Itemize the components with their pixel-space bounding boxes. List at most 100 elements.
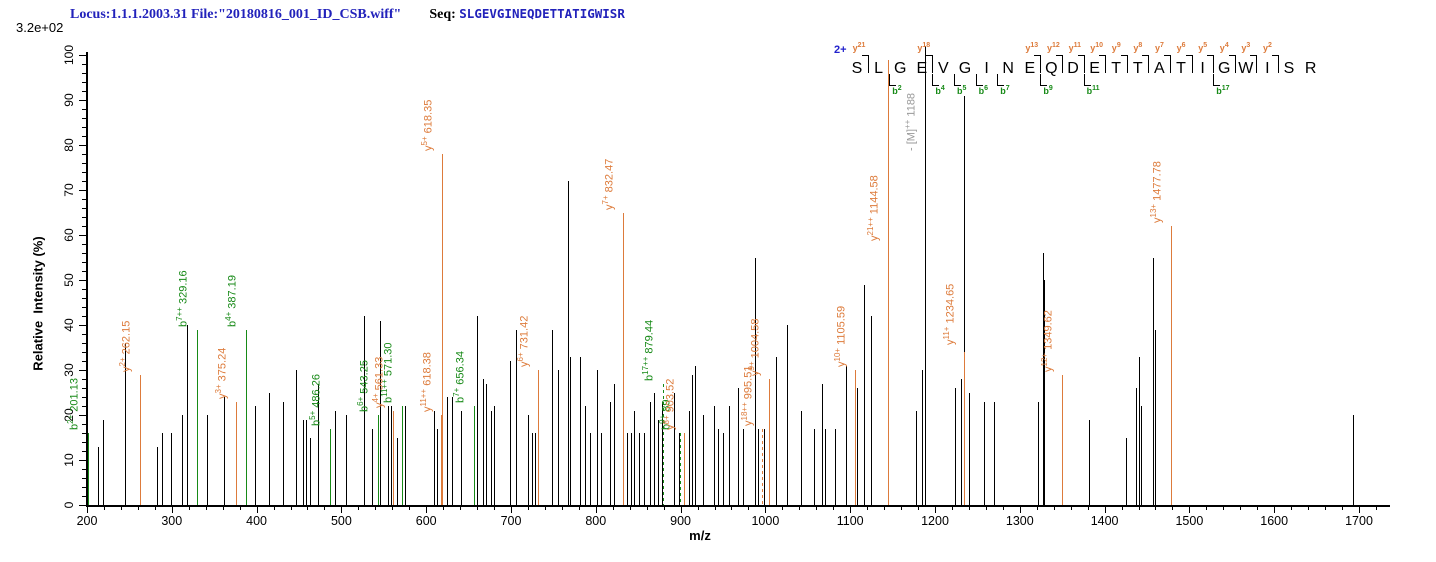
x-tick — [273, 506, 275, 510]
y-ion-mark — [861, 55, 869, 73]
sequence-residue: R — [1304, 60, 1317, 77]
sequence-residue: T — [1132, 60, 1143, 77]
peak — [334, 410, 336, 505]
y-tick — [82, 424, 86, 425]
peak-y11 — [440, 415, 442, 505]
peak-y21 — [888, 59, 889, 505]
y-tick — [82, 226, 86, 227]
x-tick — [511, 506, 512, 513]
peak — [303, 419, 305, 505]
y-tick — [82, 64, 86, 65]
y-ion-mark — [1077, 55, 1085, 73]
peak — [388, 406, 390, 505]
peak-y4 — [393, 410, 395, 505]
peak-label: b6+ 543.25 — [356, 360, 371, 412]
x-tick — [951, 506, 953, 510]
peak — [954, 388, 956, 505]
peak-b17 — [663, 383, 665, 505]
y-tick — [82, 298, 86, 299]
x-tick — [748, 506, 750, 510]
y-ion-label: y4 — [1219, 42, 1229, 53]
peak — [1044, 280, 1046, 505]
peak — [569, 356, 571, 505]
peak-b11 — [401, 406, 403, 505]
peak — [1141, 406, 1143, 505]
y-ion-mark — [1099, 55, 1107, 73]
x-tick — [867, 506, 869, 510]
peak-y5 — [441, 154, 443, 505]
peak-y2 — [139, 374, 141, 505]
peak — [984, 401, 986, 505]
peak-y8 — [683, 433, 685, 505]
x-tick — [1138, 506, 1140, 510]
y-tick — [82, 334, 86, 335]
x-tick — [1274, 506, 1276, 513]
x-tick — [663, 506, 665, 510]
peak — [371, 428, 373, 505]
y-tick — [82, 478, 86, 479]
y-tick — [82, 343, 86, 344]
b-ion-label: b11 — [1086, 85, 1100, 96]
b-ion-label: b4 — [935, 85, 945, 96]
b-ion-mark — [1083, 74, 1091, 86]
peak-label: b5+ 486.26 — [307, 373, 323, 426]
x-tick — [1359, 506, 1360, 513]
peak — [451, 397, 453, 505]
y-tick — [82, 253, 86, 254]
sequence-residue: I — [1265, 60, 1270, 77]
y-ion-mark — [1056, 55, 1063, 73]
x-tick-label: 400 — [246, 514, 268, 528]
peak-y18 — [761, 428, 763, 505]
y-tick — [82, 163, 86, 164]
y-tick-label: 0 — [62, 501, 76, 509]
sequence-residue: L — [874, 60, 884, 77]
peak — [98, 446, 100, 505]
x-tick — [1257, 506, 1259, 510]
peak — [856, 388, 858, 505]
peak — [822, 383, 824, 505]
peak-label: b7++ 329.16 — [174, 269, 190, 327]
peak — [1038, 401, 1040, 505]
sequence-residue: T — [1111, 60, 1122, 77]
peak — [610, 401, 612, 505]
peak — [579, 356, 581, 505]
y-tick — [79, 325, 86, 326]
peak — [824, 428, 826, 505]
x-tick — [1155, 506, 1157, 510]
x-tick-label: 200 — [76, 514, 98, 528]
sequence-residue: V — [938, 60, 949, 77]
x-tick — [1223, 506, 1225, 510]
y-tick-label: 50 — [62, 273, 76, 287]
peak-y9 — [769, 379, 771, 505]
peak — [345, 415, 347, 505]
x-tick — [171, 506, 173, 513]
peak — [181, 415, 183, 505]
y-tick — [79, 415, 86, 416]
y-tick — [79, 145, 86, 146]
y-tick — [82, 154, 86, 155]
y-ion-label: y6 — [1176, 42, 1186, 53]
x-tick — [1121, 506, 1123, 510]
x-tick — [544, 506, 546, 510]
x-tick — [968, 506, 970, 510]
x-tick — [612, 506, 614, 510]
peak — [691, 374, 693, 505]
x-tick-label: 1300 — [1005, 514, 1034, 528]
y-ion-label: y12 — [1047, 42, 1060, 53]
peak — [534, 433, 536, 505]
y-tick — [82, 262, 86, 263]
x-tick — [1308, 506, 1310, 510]
intensity-scale-label: 3.2e+02 — [16, 20, 64, 35]
x-tick-label: 700 — [500, 514, 522, 528]
y-ion-label: y2 — [1263, 42, 1272, 53]
y-tick-label: 90 — [62, 93, 76, 107]
x-tick — [1291, 506, 1293, 510]
peak — [961, 379, 963, 505]
y-tick — [79, 370, 86, 371]
y-ion-label: y7 — [1155, 42, 1164, 53]
y-tick — [82, 73, 86, 74]
x-tick — [1070, 506, 1072, 510]
y-tick — [82, 487, 86, 488]
peak-label: y2+ 262.15 — [117, 320, 133, 372]
peak — [125, 343, 127, 505]
